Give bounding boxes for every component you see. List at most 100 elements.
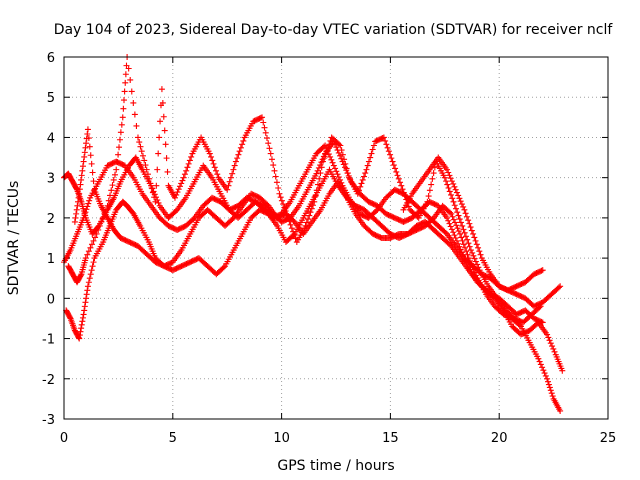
data-point-marker: [291, 232, 298, 239]
data-point-marker: [84, 126, 91, 133]
data-point-marker: [443, 214, 450, 221]
data-point-marker: [225, 182, 232, 189]
data-point-marker: [447, 223, 454, 230]
data-point-marker: [75, 194, 82, 201]
data-point-marker: [333, 144, 340, 151]
y-tick-label: 4: [47, 131, 55, 146]
data-point-marker: [133, 122, 140, 129]
data-point-marker: [333, 168, 340, 175]
data-point-marker: [71, 218, 78, 225]
data-point-marker: [227, 174, 234, 181]
data-point-marker: [220, 264, 227, 271]
data-point-marker: [318, 164, 325, 171]
data-point-marker: [551, 348, 558, 355]
data-point-marker: [111, 171, 118, 178]
data-point-marker: [452, 205, 459, 212]
data-point-marker: [149, 189, 156, 196]
data-point-marker: [393, 168, 400, 175]
data-point-marker: [321, 155, 328, 162]
data-point-marker: [383, 141, 390, 148]
data-point-marker: [429, 175, 436, 182]
data-point-marker: [468, 260, 475, 267]
data-point-marker: [455, 192, 462, 199]
data-point-marker: [557, 283, 564, 290]
data-point-marker: [538, 267, 545, 274]
y-tick-label: 2: [47, 212, 55, 227]
data-point-marker: [81, 149, 88, 156]
series-track-e: [71, 126, 564, 414]
data-point-marker: [184, 164, 191, 171]
data-point-marker: [547, 387, 554, 394]
data-point-marker: [335, 174, 342, 181]
data-point-marker: [128, 88, 135, 95]
data-point-marker: [139, 152, 146, 159]
data-point-marker: [105, 197, 112, 204]
data-point-marker: [327, 153, 334, 160]
data-point-marker: [448, 210, 455, 217]
data-point-marker: [131, 111, 138, 118]
data-point-marker: [152, 198, 159, 205]
data-point-marker: [549, 393, 556, 400]
data-point-marker: [539, 267, 546, 274]
data-point-marker: [232, 158, 239, 165]
y-tick-label: 3: [47, 172, 55, 187]
data-point-marker: [81, 212, 88, 219]
data-point-marker: [457, 219, 464, 226]
data-point-marker: [141, 157, 148, 164]
data-point-marker: [83, 291, 90, 298]
data-point-marker: [66, 314, 73, 321]
data-point-marker: [332, 165, 339, 172]
data-point-marker: [85, 135, 92, 142]
data-point-marker: [309, 202, 316, 209]
data-point-marker: [451, 202, 458, 209]
data-point-marker: [354, 190, 361, 197]
data-point-marker: [544, 331, 551, 338]
data-point-marker: [329, 159, 336, 166]
data-point-marker: [151, 194, 158, 201]
data-point-marker: [179, 177, 186, 184]
data-point-marker: [265, 140, 272, 147]
data-point-marker: [108, 187, 115, 194]
data-point-marker: [80, 158, 87, 165]
data-point-marker: [362, 170, 369, 177]
data-point-marker: [272, 173, 279, 180]
y-tick-label: 6: [47, 51, 55, 66]
data-point-marker: [96, 222, 103, 229]
data-point-marker: [425, 193, 432, 200]
data-point-marker: [275, 185, 282, 192]
data-point-marker: [537, 361, 544, 368]
data-point-marker: [93, 230, 100, 237]
data-point-marker: [448, 178, 455, 185]
data-point-marker: [344, 170, 351, 177]
data-point-marker: [224, 186, 231, 193]
data-point-marker: [313, 187, 320, 194]
data-point-marker: [545, 381, 552, 388]
data-point-marker: [164, 168, 171, 175]
data-point-marker: [456, 216, 463, 223]
data-point-marker: [209, 157, 216, 164]
y-tick-label: 1: [47, 252, 55, 267]
data-point-marker: [142, 162, 149, 169]
data-point-marker: [138, 148, 145, 155]
data-point-marker: [86, 143, 93, 150]
data-point-marker: [86, 275, 93, 282]
data-point-marker: [156, 134, 163, 141]
y-tick-label: -1: [42, 333, 55, 348]
data-point-marker: [472, 237, 479, 244]
data-point-marker: [226, 178, 233, 185]
data-point-marker: [476, 248, 483, 255]
data-point-marker: [399, 186, 406, 193]
data-point-marker: [460, 203, 467, 210]
data-point-marker: [76, 186, 83, 193]
data-point-marker: [324, 144, 331, 151]
data-point-marker: [116, 144, 123, 151]
data-point-marker: [460, 226, 467, 233]
data-point-marker: [157, 118, 164, 125]
data-point-marker: [338, 155, 345, 162]
data-point-marker: [544, 375, 551, 382]
data-point-marker: [447, 209, 454, 216]
data-point-marker: [448, 226, 455, 233]
data-point-marker: [82, 144, 89, 151]
y-tick-label: 0: [47, 292, 55, 307]
data-point-marker: [323, 148, 330, 155]
